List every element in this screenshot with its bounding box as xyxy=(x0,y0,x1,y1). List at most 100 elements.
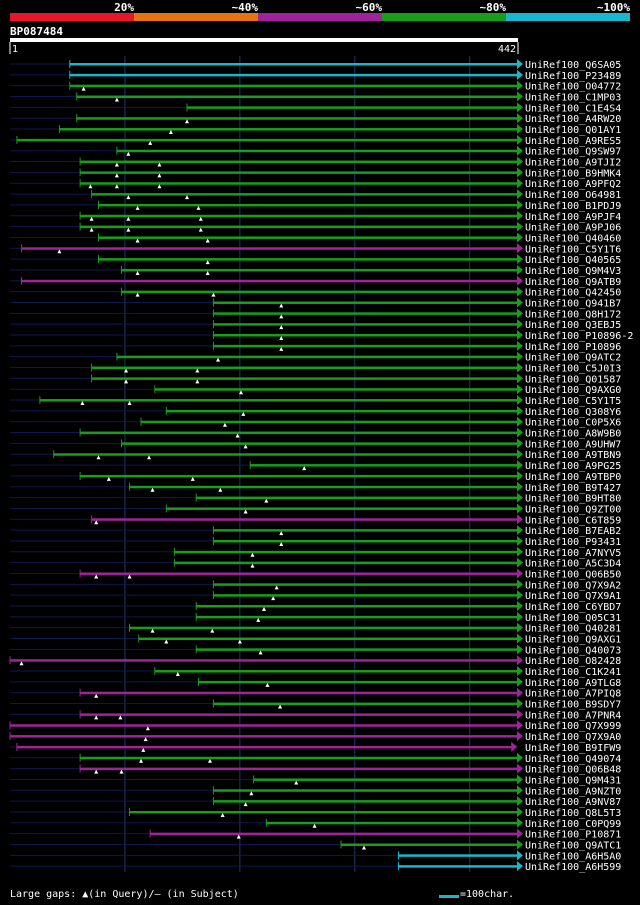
hit-bar[interactable] xyxy=(80,182,519,185)
hit-bar[interactable] xyxy=(266,821,518,825)
hit-row[interactable]: UniRef100_A9PJ06 xyxy=(10,221,621,234)
hit-label[interactable]: UniRef100_Q42450 xyxy=(525,288,621,299)
hit-label[interactable]: UniRef100_A9PJF4 xyxy=(525,212,621,223)
hit-bar[interactable] xyxy=(21,247,518,250)
hit-row[interactable]: UniRef100_A9RES5 xyxy=(10,134,621,147)
hit-bar[interactable] xyxy=(116,149,519,153)
hit-label[interactable]: UniRef100_A9UHW7 xyxy=(525,439,621,450)
hit-bar[interactable] xyxy=(80,171,519,174)
hit-bar[interactable] xyxy=(80,431,519,435)
hit-bar[interactable] xyxy=(213,334,518,337)
hit-bar[interactable] xyxy=(10,735,518,738)
hit-bar[interactable] xyxy=(91,366,518,370)
hit-label[interactable]: UniRef100_C5Y1T5 xyxy=(525,396,621,407)
hit-bar[interactable] xyxy=(98,258,518,261)
hit-bar[interactable] xyxy=(174,550,518,554)
hit-label[interactable]: UniRef100_A6H5A0 xyxy=(525,851,621,862)
hit-bar[interactable] xyxy=(186,106,518,109)
hit-row[interactable]: UniRef100_A9TJI2 xyxy=(10,156,621,169)
hit-label[interactable]: UniRef100_A7PIQ8 xyxy=(525,689,621,700)
hit-row[interactable]: UniRef100_Q9AXG0 xyxy=(10,384,621,396)
hit-label[interactable]: UniRef100_Q9ATB9 xyxy=(525,277,621,288)
hit-row[interactable]: UniRef100_Q40460 xyxy=(10,232,621,244)
hit-bar[interactable] xyxy=(39,399,518,402)
hit-label[interactable]: UniRef100_Q9ZT00 xyxy=(525,504,621,515)
hit-row[interactable]: UniRef100_O04772 xyxy=(10,80,621,93)
hit-bar[interactable] xyxy=(129,485,518,489)
hit-label[interactable]: UniRef100_Q7X9A1 xyxy=(525,591,621,602)
hit-label[interactable]: UniRef100_P10896-2 xyxy=(525,331,633,342)
hit-row[interactable]: UniRef100_P93431 xyxy=(10,535,621,548)
hit-bar[interactable] xyxy=(69,63,518,66)
hit-bar[interactable] xyxy=(10,659,518,662)
hit-label[interactable]: UniRef100_A9TJI2 xyxy=(525,158,621,169)
hit-label[interactable]: UniRef100_Q9M4V3 xyxy=(525,266,621,277)
hit-label[interactable]: UniRef100_C0PQ99 xyxy=(525,819,621,830)
hit-label[interactable]: UniRef100_C1E4S4 xyxy=(525,103,621,114)
hit-label[interactable]: UniRef100_Q40281 xyxy=(525,624,621,635)
hit-row[interactable]: UniRef100_A5C3D4 xyxy=(10,557,621,570)
hit-label[interactable]: UniRef100_C6YBD7 xyxy=(525,602,621,613)
hit-bar[interactable] xyxy=(154,670,518,673)
hit-label[interactable]: UniRef100_Q9AXG0 xyxy=(525,385,621,396)
hit-label[interactable]: UniRef100_B7EAB2 xyxy=(525,526,621,537)
hit-label[interactable]: UniRef100_P10896 xyxy=(525,342,621,353)
hit-row[interactable]: UniRef100_Q9M4V3 xyxy=(10,264,621,277)
hit-bar[interactable] xyxy=(213,789,518,792)
hit-bar[interactable] xyxy=(121,290,518,294)
hit-bar[interactable] xyxy=(76,117,518,120)
hit-row[interactable]: UniRef100_Q3EBJ5 xyxy=(10,319,621,331)
hit-label[interactable]: UniRef100_Q8H172 xyxy=(525,309,621,320)
hit-label[interactable]: UniRef100_A6H599 xyxy=(525,862,621,873)
hit-row[interactable]: UniRef100_B9SDY7 xyxy=(10,698,621,711)
hit-label[interactable]: UniRef100_Q9ATC1 xyxy=(525,840,621,851)
hit-label[interactable]: UniRef100_Q7X999 xyxy=(525,721,621,732)
hit-row[interactable]: UniRef100_Q308Y6 xyxy=(10,405,621,418)
hit-row[interactable]: UniRef100_A7NYV5 xyxy=(10,546,621,559)
hit-row[interactable]: UniRef100_Q01AY1 xyxy=(10,124,621,136)
hit-label[interactable]: UniRef100_Q941B7 xyxy=(525,298,621,309)
hit-label[interactable]: UniRef100_Q06B50 xyxy=(525,569,621,580)
hit-bar[interactable] xyxy=(129,810,518,814)
hit-row[interactable]: UniRef100_Q05C31 xyxy=(10,611,621,624)
hit-label[interactable]: UniRef100_Q3EBJ5 xyxy=(525,320,621,331)
hit-label[interactable]: UniRef100_A9RES5 xyxy=(525,136,621,147)
hit-bar[interactable] xyxy=(91,377,518,380)
hit-row[interactable]: UniRef100_C0PQ99 xyxy=(10,817,621,830)
hit-bar[interactable] xyxy=(53,453,519,456)
hit-label[interactable]: UniRef100_Q01587 xyxy=(525,374,621,385)
hit-bar[interactable] xyxy=(121,268,518,272)
hit-label[interactable]: UniRef100_B9HMK4 xyxy=(525,168,621,179)
hit-row[interactable]: UniRef100_A9TBP0 xyxy=(10,470,621,483)
hit-row[interactable]: UniRef100_Q40281 xyxy=(10,622,621,635)
hit-row[interactable]: UniRef100_A8W9B0 xyxy=(10,427,621,440)
hit-row[interactable]: UniRef100_Q49074 xyxy=(10,752,621,765)
hit-row[interactable]: UniRef100_Q9ATB9 xyxy=(10,275,621,288)
hit-bar[interactable] xyxy=(398,854,518,857)
hit-label[interactable]: UniRef100_B1PDJ9 xyxy=(525,201,621,212)
hit-bar[interactable] xyxy=(166,409,519,413)
hit-row[interactable]: UniRef100_Q01587 xyxy=(10,373,621,385)
hit-row[interactable]: UniRef100_A9PJF4 xyxy=(10,210,621,223)
hit-label[interactable]: UniRef100_O64981 xyxy=(525,190,621,201)
hit-row[interactable]: UniRef100_Q9ATC1 xyxy=(10,839,621,851)
hit-bar[interactable] xyxy=(121,442,518,445)
hit-label[interactable]: UniRef100_C5Y1T6 xyxy=(525,244,621,255)
hit-label[interactable]: UniRef100_O04772 xyxy=(525,82,621,93)
hit-label[interactable]: UniRef100_Q9AXG1 xyxy=(525,635,621,646)
hit-label[interactable]: UniRef100_B9HT80 xyxy=(525,494,621,505)
hit-row[interactable]: UniRef100_B1PDJ9 xyxy=(10,199,621,212)
hit-row[interactable]: UniRef100_Q7X9A0 xyxy=(9,731,621,743)
hit-row[interactable]: UniRef100_P10871 xyxy=(10,828,621,841)
hit-label[interactable]: UniRef100_B9IFW9 xyxy=(525,743,621,754)
hit-bar[interactable] xyxy=(80,160,519,164)
hit-row[interactable]: UniRef100_A6H5A0 xyxy=(10,850,621,862)
hit-bar[interactable] xyxy=(116,355,519,359)
hit-bar[interactable] xyxy=(213,539,518,543)
hit-label[interactable]: UniRef100_Q7X9A2 xyxy=(525,580,621,591)
hit-label[interactable]: UniRef100_Q9ATC2 xyxy=(525,353,621,364)
hit-label[interactable]: UniRef100_Q06B48 xyxy=(525,765,621,776)
hit-bar[interactable] xyxy=(150,832,518,836)
hit-row[interactable]: UniRef100_C1K241 xyxy=(10,666,621,678)
hit-bar[interactable] xyxy=(98,236,518,239)
